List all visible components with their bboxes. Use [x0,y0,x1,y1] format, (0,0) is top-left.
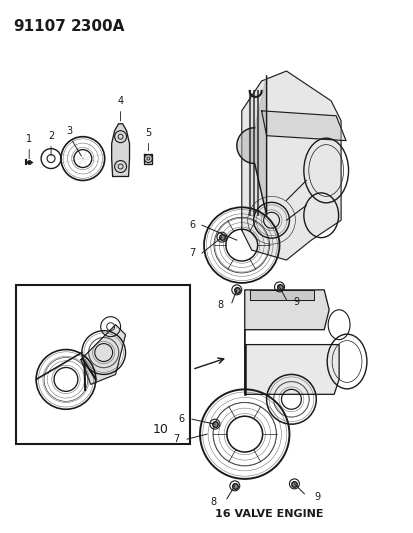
Text: 2: 2 [48,131,54,141]
Polygon shape [241,71,340,260]
Text: 8: 8 [217,300,223,310]
Text: 16 VALVE ENGINE: 16 VALVE ENGINE [215,508,323,519]
Text: 9: 9 [293,297,299,307]
Text: 7: 7 [173,434,179,444]
Text: 3: 3 [66,126,72,136]
Polygon shape [261,111,345,141]
Bar [16,285,190,444]
Text: 91107: 91107 [13,19,66,34]
Text: 9: 9 [313,492,320,502]
Text: 5: 5 [145,128,151,138]
Polygon shape [144,154,152,164]
Text: 2300A: 2300A [71,19,125,34]
Polygon shape [112,124,129,176]
Text: 1: 1 [26,134,32,144]
Text: 4: 4 [117,96,123,106]
Text: 10: 10 [152,423,168,435]
Polygon shape [249,290,313,300]
Polygon shape [244,290,328,345]
Polygon shape [81,325,125,384]
Polygon shape [244,345,338,394]
Text: 6: 6 [188,220,195,230]
Polygon shape [236,76,266,215]
Text: 7: 7 [188,248,195,258]
Text: 6: 6 [178,414,184,424]
Text: 8: 8 [210,497,216,507]
